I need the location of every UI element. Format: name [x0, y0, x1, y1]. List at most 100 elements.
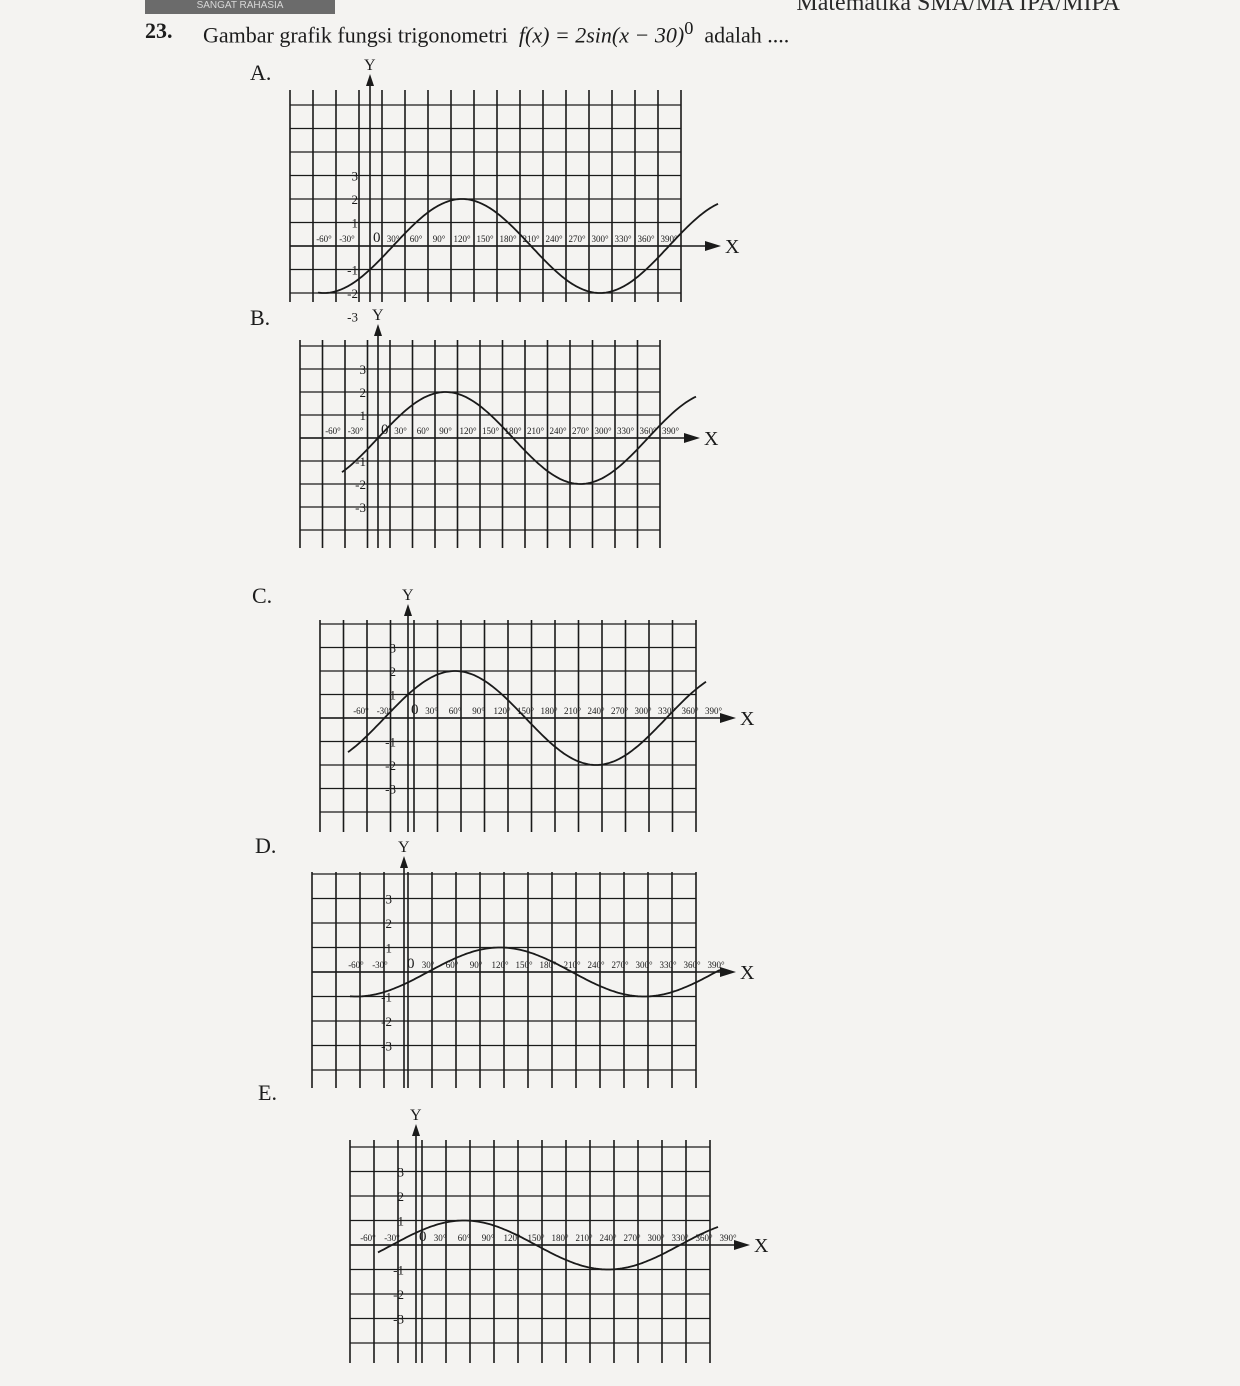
y-tick-label: -3 [381, 1039, 392, 1054]
question-text-before: Gambar grafik fungsi trigonometri [203, 22, 508, 48]
x-tick-label: -60° [348, 960, 364, 970]
x-tick-label: 210° [527, 426, 545, 436]
x-tick-label: -60° [316, 234, 332, 244]
x-tick-label: 240° [545, 234, 563, 244]
x-tick-label: 30° [387, 234, 400, 244]
x-tick-label: 270° [611, 706, 629, 716]
x-tick-label: 240° [587, 706, 605, 716]
y-tick-label: -2 [393, 1287, 404, 1302]
x-tick-label: 240° [599, 1233, 617, 1243]
x-tick-label: 330° [671, 1233, 689, 1243]
x-tick-label: 360° [683, 960, 701, 970]
y-axis-arrow [412, 1124, 420, 1136]
x-tick-label: 360° [639, 426, 657, 436]
x-tick-label: 180° [539, 960, 557, 970]
y-tick-label: -1 [355, 454, 366, 469]
y-tick-label: -3 [393, 1312, 404, 1327]
y-tick-label: -1 [347, 263, 358, 278]
y-tick-label: -1 [381, 990, 392, 1005]
question-formula: f(x) = 2sin(x − 30) [518, 22, 685, 48]
x-tick-label: 120° [491, 960, 509, 970]
y-tick-label: 3 [352, 169, 359, 184]
x-tick-label: 150° [476, 234, 494, 244]
x-tick-label: -60° [360, 1233, 376, 1243]
x-axis-label: X [740, 962, 755, 984]
x-tick-label: 180° [551, 1233, 569, 1243]
x-tick-label: 300° [647, 1233, 665, 1243]
y-axis-label: Y [398, 839, 410, 856]
x-tick-label: 180° [499, 234, 517, 244]
x-tick-label: 300° [594, 426, 612, 436]
y-axis-arrow [404, 604, 412, 616]
x-axis-arrow [684, 433, 700, 443]
x-tick-label: -30° [339, 234, 355, 244]
y-tick-label: -2 [385, 758, 396, 773]
question-text-after: adalah .... [704, 22, 790, 48]
x-tick-label: -30° [377, 706, 393, 716]
x-tick-label: 330° [614, 234, 632, 244]
x-axis-arrow [705, 241, 721, 251]
question-formula-superscript: 0 [684, 18, 694, 38]
x-tick-label: 330° [617, 426, 635, 436]
y-tick-label: 2 [352, 192, 359, 207]
x-axis-label: X [754, 1235, 769, 1257]
y-tick-label: -1 [385, 735, 396, 750]
option-a-graph: X Y 3 2 1 -1 -2 -3 -60° -30° 0 30° 60° 90° 120° 150° 180… [289, 57, 740, 325]
x-tick-label: 330° [658, 706, 676, 716]
x-tick-label: 150° [527, 1233, 545, 1243]
x-tick-label: 90° [433, 234, 446, 244]
x-tick-label: 240° [587, 960, 605, 970]
x-tick-label: 210° [575, 1233, 593, 1243]
y-tick-label: -1 [393, 1263, 404, 1278]
x-tick-label: 210° [522, 234, 540, 244]
y-tick-label: 1 [352, 216, 359, 231]
question-text: Gambar grafik fungsi trigonometri f(x) =… [203, 18, 789, 48]
sine-curve [341, 391, 697, 485]
y-axis-label: Y [402, 587, 414, 604]
option-d-graph: X Y 3 2 1 -1 -2 -3 -60° -30° 0 30° 60° 90° 120° 150° 180… [311, 839, 755, 1088]
sine-curve [349, 946, 721, 998]
x-tick-label: 60° [449, 706, 462, 716]
x-tick-label: 390° [719, 1233, 737, 1243]
x-tick-label: -30° [384, 1233, 400, 1243]
x-tick-label: 60° [417, 426, 430, 436]
y-axis-label: Y [410, 1107, 422, 1124]
x-tick-label: 300° [591, 234, 609, 244]
y-tick-label: 3 [360, 362, 367, 377]
y-tick-label: -2 [347, 286, 358, 301]
y-axis-arrow [374, 324, 382, 336]
sine-curve [377, 1219, 719, 1271]
x-tick-label: 0 [407, 956, 415, 972]
y-axis-label: Y [372, 307, 384, 324]
x-tick-label: 270° [572, 426, 590, 436]
x-tick-label: 60° [458, 1233, 471, 1243]
x-tick-label: 270° [568, 234, 586, 244]
x-tick-label: 240° [549, 426, 567, 436]
x-axis-label: X [725, 236, 740, 258]
option-c-label: C. [252, 583, 273, 608]
y-tick-label: -2 [355, 477, 366, 492]
option-c-graph: X Y 3 2 1 -1 -2 -3 -60° -30° 0 30° 60° 90° 120° 150° 180… [319, 587, 755, 832]
y-axis-arrow [400, 856, 408, 868]
x-tick-label: 30° [434, 1233, 447, 1243]
x-axis-arrow [734, 1240, 750, 1250]
header-subject: Matematika SMA/MA IPA/MIPA [796, 0, 1120, 16]
x-tick-label: 180° [504, 426, 522, 436]
x-tick-label: 300° [634, 706, 652, 716]
y-axis-arrow [366, 74, 374, 86]
x-tick-label: 390° [660, 234, 678, 244]
y-axis-label: Y [364, 57, 376, 74]
x-tick-label: 150° [515, 960, 533, 970]
y-tick-label: 2 [386, 916, 393, 931]
x-axis-arrow [720, 967, 736, 977]
x-tick-label: 90° [472, 706, 485, 716]
y-tick-label: 3 [386, 892, 393, 907]
x-axis-label: X [740, 708, 755, 730]
x-tick-label: 120° [453, 234, 471, 244]
x-tick-label: -60° [325, 426, 341, 436]
y-tick-label: 2 [360, 385, 367, 400]
x-axis-label: X [704, 428, 719, 450]
x-tick-label: 90° [470, 960, 483, 970]
x-tick-label: 210° [563, 960, 581, 970]
